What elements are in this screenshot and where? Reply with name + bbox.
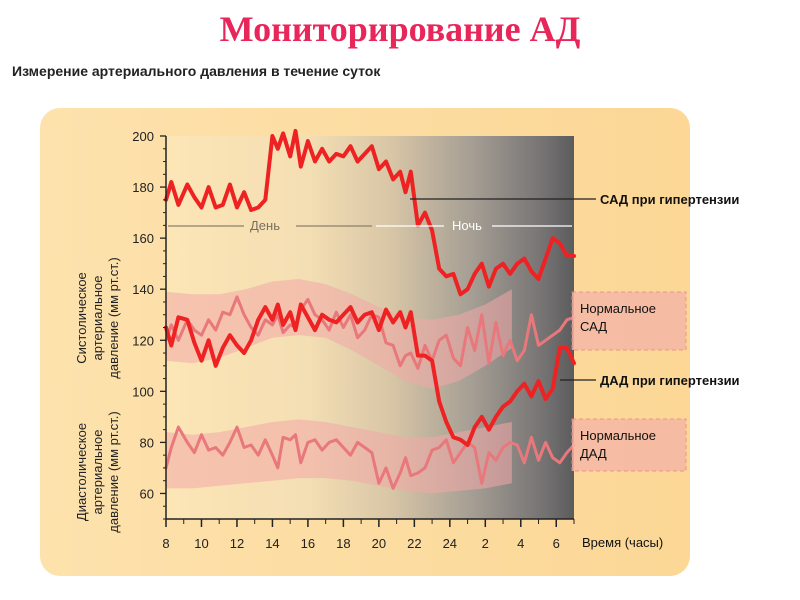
- x-tick-label: 10: [194, 536, 208, 551]
- y-label-lower-1: Диастолическое: [74, 423, 89, 521]
- sad-hyper-label: САД при гипертензии: [600, 192, 739, 207]
- normal-dad-label-2: ДАД: [580, 446, 607, 461]
- normal-band-dad: [166, 419, 512, 494]
- y-label-upper-2: артериальное: [90, 276, 105, 361]
- y-label-upper-3: давление (мм рт.ст.): [106, 257, 121, 378]
- day-label: День: [250, 218, 280, 233]
- series-lines: [164, 128, 576, 490]
- x-tick-label: 20: [372, 536, 386, 551]
- y-tick-label: 100: [132, 384, 154, 399]
- normal-sad-box: [571, 291, 687, 351]
- normal-bands: [166, 278, 512, 494]
- y-tick-label: 120: [132, 333, 154, 348]
- normal-dad-label-1: Нормальное: [580, 428, 656, 443]
- y-tick-label: 160: [132, 231, 154, 246]
- dad-hyper-label: ДАД при гипертензии: [600, 373, 740, 388]
- x-tick-label: 22: [407, 536, 421, 551]
- series-sad-hypertension: [164, 128, 576, 297]
- x-tick-label: 12: [230, 536, 244, 551]
- y-tick-label: 180: [132, 180, 154, 195]
- x-tick-label: 14: [265, 536, 279, 551]
- series-sad-normal: [164, 295, 576, 370]
- normal-band-sad: [166, 278, 512, 389]
- y-label-upper-1: Систолическое: [74, 272, 89, 364]
- chart-title: Измерение артериального давления в течен…: [12, 63, 381, 79]
- x-tick-label: 6: [553, 536, 560, 551]
- y-label-lower-2: артериальное: [90, 430, 105, 515]
- x-tick-label: 8: [162, 536, 169, 551]
- y-tick-label: 60: [140, 486, 154, 501]
- x-tick-label: 16: [301, 536, 315, 551]
- x-axis-label: Время (часы): [582, 535, 663, 550]
- normal-sad-label-2: САД: [580, 319, 607, 334]
- y-tick-label: 80: [140, 435, 154, 450]
- x-tick-label: 4: [517, 536, 524, 551]
- night-label: Ночь: [452, 218, 482, 233]
- x-tick-label: 18: [336, 536, 350, 551]
- x-tick-label: 2: [482, 536, 489, 551]
- series-dad-hypertension: [164, 302, 576, 447]
- normal-dad-box: [571, 418, 687, 472]
- slide-title: Мониторирование АД: [219, 9, 581, 49]
- normal-sad-label-1: Нормальное: [580, 301, 656, 316]
- y-label-lower-3: давление (мм рт.ст.): [106, 411, 121, 532]
- y-tick-label: 200: [132, 129, 154, 144]
- x-tick-label: 24: [443, 536, 457, 551]
- series-dad-normal: [164, 425, 576, 490]
- y-tick-label: 140: [132, 282, 154, 297]
